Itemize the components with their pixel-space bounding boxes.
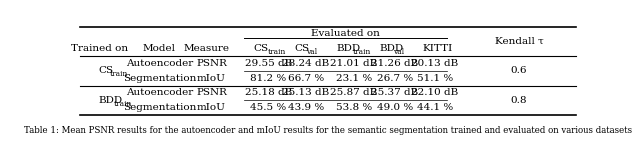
- Text: 43.9 %: 43.9 %: [287, 103, 324, 112]
- Text: PSNR: PSNR: [196, 88, 227, 97]
- Text: 49.0 %: 49.0 %: [377, 103, 413, 112]
- Text: 25.37 dB: 25.37 dB: [371, 88, 419, 97]
- Text: train: train: [114, 100, 132, 108]
- Text: 23.1 %: 23.1 %: [335, 74, 372, 83]
- Text: BDD: BDD: [99, 96, 122, 105]
- Text: 25.87 dB: 25.87 dB: [330, 88, 378, 97]
- Text: mIoU: mIoU: [197, 103, 226, 112]
- Text: 25.13 dB: 25.13 dB: [282, 88, 330, 97]
- Text: BDD: BDD: [380, 44, 404, 53]
- Text: 21.26 dB: 21.26 dB: [371, 59, 419, 68]
- Text: Kendall τ: Kendall τ: [495, 37, 543, 46]
- Text: Segmentation: Segmentation: [123, 103, 196, 112]
- Text: PSNR: PSNR: [196, 59, 227, 68]
- Text: val: val: [306, 48, 317, 56]
- Text: 21.01 dB: 21.01 dB: [330, 59, 378, 68]
- Text: 20.13 dB: 20.13 dB: [411, 59, 458, 68]
- Text: Trained on: Trained on: [71, 44, 129, 53]
- Text: 66.7 %: 66.7 %: [287, 74, 324, 83]
- Text: train: train: [110, 70, 128, 78]
- Text: Autoencoder: Autoencoder: [125, 59, 193, 68]
- Text: 51.1 %: 51.1 %: [417, 74, 452, 83]
- Text: 0.8: 0.8: [511, 96, 527, 105]
- Text: Evaluated on: Evaluated on: [311, 30, 380, 38]
- Text: 45.5 %: 45.5 %: [250, 103, 287, 112]
- Text: train: train: [353, 48, 371, 56]
- Text: 0.6: 0.6: [511, 66, 527, 75]
- Text: 44.1 %: 44.1 %: [417, 103, 452, 112]
- Text: 28.24 dB: 28.24 dB: [282, 59, 330, 68]
- Text: Segmentation: Segmentation: [123, 74, 196, 83]
- Text: val: val: [394, 48, 404, 56]
- Text: 53.8 %: 53.8 %: [335, 103, 372, 112]
- Text: Table 1: Mean PSNR results for the autoencoder and mIoU results for the semantic: Table 1: Mean PSNR results for the autoe…: [24, 126, 632, 135]
- Text: CS: CS: [253, 44, 269, 53]
- Text: 22.10 dB: 22.10 dB: [411, 88, 458, 97]
- Text: KITTI: KITTI: [422, 44, 452, 53]
- Text: CS: CS: [294, 44, 309, 53]
- Text: mIoU: mIoU: [197, 74, 226, 83]
- Text: BDD: BDD: [337, 44, 360, 53]
- Text: Autoencoder: Autoencoder: [125, 88, 193, 97]
- Text: 29.55 dB: 29.55 dB: [245, 59, 292, 68]
- Text: 26.7 %: 26.7 %: [377, 74, 413, 83]
- Text: 81.2 %: 81.2 %: [250, 74, 287, 83]
- Text: Measure: Measure: [184, 44, 230, 53]
- Text: 25.18 dB: 25.18 dB: [245, 88, 292, 97]
- Text: train: train: [268, 48, 286, 56]
- Text: Model: Model: [143, 44, 176, 53]
- Text: CS: CS: [99, 66, 113, 75]
